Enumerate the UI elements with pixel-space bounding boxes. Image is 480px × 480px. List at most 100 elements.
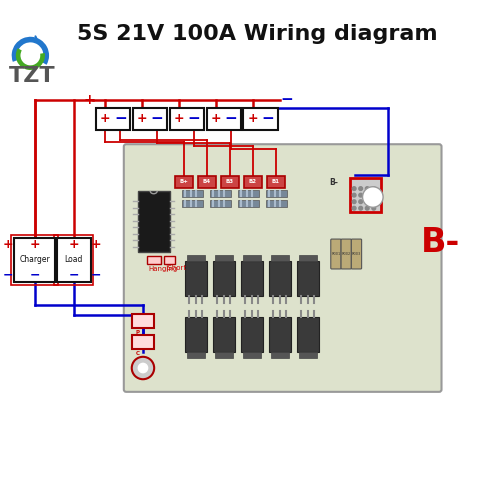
Text: +: + [211,112,221,125]
Circle shape [352,193,356,197]
Text: +: + [84,93,96,107]
Text: +: + [3,238,14,251]
Text: −: − [151,111,164,127]
Bar [244,176,262,188]
Bar [132,336,154,349]
Text: Hanging: Hanging [149,266,178,272]
Bar [269,317,291,352]
Circle shape [372,193,376,197]
FancyBboxPatch shape [124,144,442,392]
Bar [240,317,263,352]
Circle shape [352,206,356,210]
Text: B-: B- [329,178,338,187]
Bar [96,108,130,130]
Text: C: C [136,351,140,356]
Bar [169,108,204,130]
Text: R003: R003 [352,252,361,256]
Bar [215,255,233,261]
Text: +: + [137,112,147,125]
Text: −: − [280,92,293,108]
Bar [147,256,161,264]
Bar [198,176,216,188]
Bar [164,256,175,264]
Text: TZT: TZT [9,66,56,86]
Bar [175,176,193,188]
Bar [184,261,207,296]
Circle shape [352,187,356,191]
Text: +: + [174,112,184,125]
Circle shape [352,200,356,204]
Text: B-: B- [420,226,460,259]
Bar [215,352,233,358]
Bar [238,190,259,197]
Bar [182,190,203,197]
Circle shape [365,193,369,197]
Text: B3: B3 [226,179,234,184]
Text: −: − [225,111,238,127]
FancyBboxPatch shape [331,239,341,269]
Text: −: − [91,269,101,282]
Bar [266,190,288,197]
Text: +: + [29,238,40,251]
Bar [57,238,91,282]
Text: −: − [188,111,201,127]
Wedge shape [12,37,49,65]
Bar [238,200,259,207]
Wedge shape [16,48,45,70]
Bar [182,200,203,207]
Bar [297,261,319,296]
Bar [221,176,239,188]
Text: −: − [69,269,79,282]
Text: 5S 21V 100A Wiring diagram: 5S 21V 100A Wiring diagram [77,24,437,45]
Circle shape [359,200,362,204]
Bar [297,317,319,352]
Circle shape [362,187,383,207]
Bar [299,352,317,358]
Circle shape [365,200,369,204]
Circle shape [365,206,369,210]
Circle shape [372,200,376,204]
Bar [269,261,291,296]
Text: +: + [100,112,110,125]
Bar [210,190,231,197]
Text: +: + [248,112,258,125]
Circle shape [359,193,362,197]
Bar [266,200,288,207]
Text: B1: B1 [272,179,280,184]
Text: |Short: |Short [166,265,187,273]
Bar [243,352,261,358]
Bar [350,179,381,212]
FancyBboxPatch shape [351,239,361,269]
Text: −: − [114,111,127,127]
Text: B4: B4 [203,179,211,184]
Bar [210,200,231,207]
Bar [240,261,263,296]
Text: Load: Load [65,255,83,264]
Text: R001: R001 [331,252,340,256]
Bar [299,255,317,261]
Text: +: + [69,238,79,251]
Text: −: − [3,269,13,282]
Bar [271,352,289,358]
Circle shape [372,187,376,191]
Bar [187,255,204,261]
Text: R002: R002 [342,252,351,256]
FancyBboxPatch shape [341,239,351,269]
Text: −: − [29,269,40,282]
Bar [184,317,207,352]
Text: +: + [91,238,102,251]
Bar [138,191,169,252]
Bar [132,108,167,130]
Text: B2: B2 [249,179,257,184]
Bar [213,261,235,296]
Circle shape [138,363,148,372]
Bar [271,255,289,261]
Bar [243,108,277,130]
Circle shape [372,206,376,210]
Circle shape [132,357,154,379]
Text: −: − [262,111,275,127]
Circle shape [365,187,369,191]
Bar [14,238,55,282]
Text: Charger: Charger [19,255,50,264]
Bar [267,176,285,188]
